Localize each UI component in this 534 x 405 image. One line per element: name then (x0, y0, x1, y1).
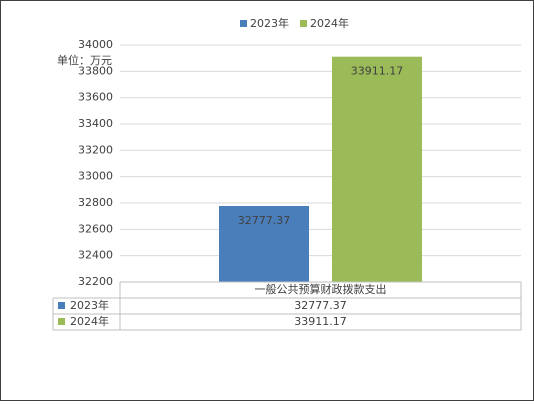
y-tick-label: 33400 (78, 117, 113, 130)
y-tick-label: 33800 (78, 64, 113, 77)
legend-swatch (300, 20, 307, 27)
value-label: 33911.17 (351, 65, 404, 78)
y-tick-label: 32800 (78, 196, 113, 209)
legend-label: 2023年 (250, 16, 289, 30)
y-tick-label: 32400 (78, 249, 113, 262)
table-swatch (58, 318, 65, 325)
y-tick-label: 33000 (78, 170, 113, 183)
unit-label: 单位：万元 (57, 53, 112, 67)
value-label: 32777.37 (238, 214, 291, 227)
bar (332, 56, 422, 282)
y-tick-label: 32200 (78, 275, 113, 288)
table-series-name: 2024年 (70, 314, 109, 328)
table-value: 33911.17 (294, 315, 347, 328)
table-swatch (58, 302, 65, 309)
y-tick-label: 33600 (78, 91, 113, 104)
y-tick-label: 33200 (78, 143, 113, 156)
table-category: 一般公共预算财政拨款支出 (255, 282, 387, 296)
y-tick-label: 32600 (78, 222, 113, 235)
bar (219, 205, 309, 282)
table-series-name: 2023年 (70, 298, 109, 312)
legend-label: 2024年 (310, 16, 349, 30)
y-tick-label: 34000 (78, 38, 113, 51)
legend-swatch (240, 20, 247, 27)
table-value: 32777.37 (294, 299, 347, 312)
